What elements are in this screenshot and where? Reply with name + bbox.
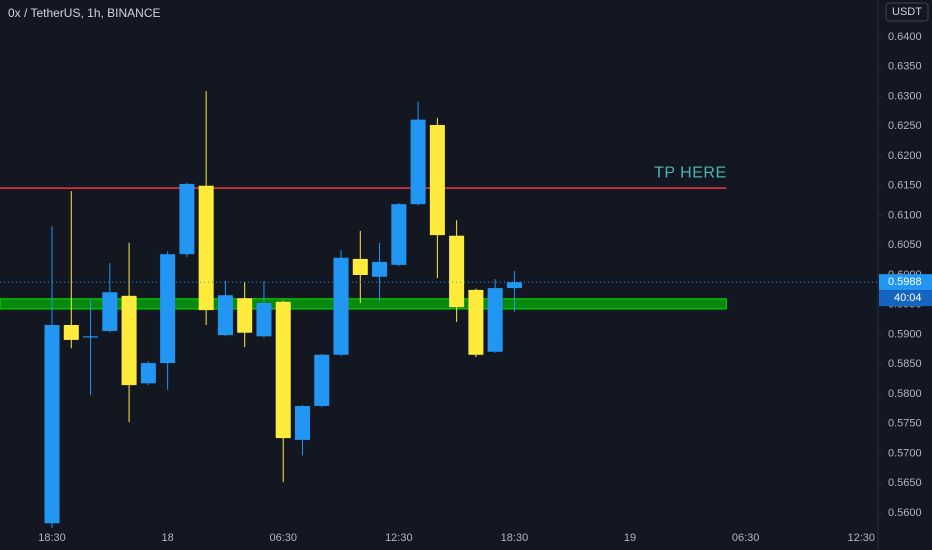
plot-area: TP HERE (0, 91, 878, 528)
last-price-badge (879, 274, 932, 291)
candle-body (506, 282, 522, 289)
x-tick-label: 06:30 (269, 532, 297, 544)
candle-body (429, 125, 445, 236)
x-tick-label: 18:30 (38, 532, 66, 544)
candle-body (256, 302, 272, 337)
y-tick-label: 0.5900 (888, 328, 922, 340)
x-tick-label: 12:30 (847, 532, 875, 544)
candle-body (352, 258, 368, 275)
candle-body (179, 183, 195, 255)
x-tick-label: 12:30 (385, 532, 413, 544)
y-tick-label: 0.6400 (888, 31, 922, 43)
y-tick-label: 0.6250 (888, 120, 922, 132)
candle-body (217, 295, 233, 336)
target-label: TP HERE (654, 164, 727, 181)
candle-body (140, 363, 156, 384)
y-tick-label: 0.5850 (888, 358, 922, 370)
candle-body (333, 257, 349, 355)
y-tick-label: 0.6350 (888, 61, 922, 73)
candle-body (63, 325, 79, 340)
candle-body (372, 261, 388, 277)
support-zone (0, 298, 727, 310)
candle-body (391, 204, 407, 265)
candle-body (83, 336, 99, 338)
y-tick-label: 0.6100 (888, 209, 922, 221)
x-tick-label: 18:30 (501, 532, 529, 544)
countdown-label: 40:04 (894, 292, 922, 304)
candle-body (449, 235, 465, 308)
y-tick-label: 0.5600 (888, 507, 922, 519)
candle-body (468, 289, 484, 355)
candle-body (198, 185, 214, 311)
last-price-label: 0.5988 (888, 276, 922, 288)
x-tick-label: 19 (624, 532, 636, 544)
y-tick-label: 0.5700 (888, 447, 922, 459)
y-tick-label: 0.5800 (888, 388, 922, 400)
candle-body (102, 292, 118, 331)
candle-body (44, 325, 60, 524)
y-tick-label: 0.6050 (888, 239, 922, 251)
countdown-badge (879, 290, 932, 307)
candle-body (275, 301, 291, 439)
candle-body (410, 119, 426, 205)
chart-title: 0x / TetherUS, 1h, BINANCE (8, 6, 161, 20)
y-tick-label: 0.6300 (888, 90, 922, 102)
x-tick-label: 18 (161, 532, 173, 544)
candle-body (487, 288, 503, 352)
y-tick-label: 0.5750 (888, 418, 922, 430)
candle-body (294, 405, 311, 440)
candle-body (314, 354, 330, 406)
x-tick-label: 06:30 (732, 532, 760, 544)
y-tick-label: 0.6150 (888, 180, 922, 192)
y-tick-label: 0.6200 (888, 150, 922, 162)
y-tick-label: 0.5650 (888, 477, 922, 489)
currency-label[interactable]: USDT (892, 6, 922, 18)
currency-button[interactable] (885, 2, 929, 22)
candle-body (237, 298, 253, 333)
candle-body (121, 295, 137, 386)
candle-body (160, 254, 176, 364)
